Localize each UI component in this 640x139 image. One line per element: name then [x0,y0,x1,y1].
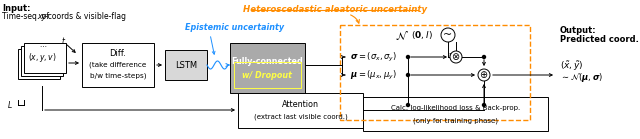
Text: $(\tilde{x}, \tilde{y})$: $(\tilde{x}, \tilde{y})$ [560,59,584,73]
Text: $\boldsymbol{\mu} = (\mu_x, \mu_y)$: $\boldsymbol{\mu} = (\mu_x, \mu_y)$ [350,68,397,82]
Text: LSTM: LSTM [175,60,197,70]
Bar [18,49,60,79]
Circle shape [483,104,486,106]
Text: Heteroscedastic aleatoric uncertainty: Heteroscedastic aleatoric uncertainty [243,5,427,14]
Circle shape [450,51,462,63]
Bar [24,43,66,73]
Bar [230,43,305,93]
Text: (only for training phase): (only for training phase) [413,118,498,124]
Text: Calc. log-likelihood loss & Back-prop.: Calc. log-likelihood loss & Back-prop. [391,105,520,111]
Text: Epistemic uncertainty: Epistemic uncertainty [185,23,284,33]
Text: $(x, y, v)$: $(x, y, v)$ [28,52,56,64]
Bar [82,43,154,87]
Text: $\boldsymbol{\sigma} = (\sigma_x, \sigma_y)$: $\boldsymbol{\sigma} = (\sigma_x, \sigma… [350,50,397,64]
Text: Attention: Attention [282,100,319,109]
Text: Predicted coord.: Predicted coord. [560,35,639,44]
Text: (extract last visible coord.): (extract last visible coord.) [253,113,348,120]
Circle shape [406,104,410,106]
Circle shape [483,55,486,59]
Text: $(\mathbf{0},\mathbf{\mathit{I}})$: $(\mathbf{0},\mathbf{\mathit{I}})$ [411,29,433,41]
Text: $\mathcal{N}$: $\mathcal{N}$ [395,28,409,42]
Bar [165,50,207,80]
Text: (take difference: (take difference [90,62,147,68]
Bar [363,97,548,131]
Text: $\otimes$: $\otimes$ [451,52,461,63]
Text: t: t [61,37,65,45]
Bar [340,25,530,120]
Circle shape [406,74,410,76]
Text: Diff.: Diff. [109,49,127,58]
Text: Time-seq. of: Time-seq. of [2,12,51,21]
Text: $\sim \mathcal{N}(\boldsymbol{\mu}, \boldsymbol{\sigma})$: $\sim \mathcal{N}(\boldsymbol{\mu}, \bol… [560,71,603,85]
Text: L: L [8,100,12,110]
Circle shape [441,28,455,42]
Circle shape [478,69,490,81]
Text: -coords & visible-flag: -coords & visible-flag [45,12,126,21]
Text: xy: xy [37,12,46,21]
Text: $\oplus$: $\oplus$ [479,70,488,80]
Text: Fully-connected: Fully-connected [232,58,303,66]
Text: b/w time-steps): b/w time-steps) [90,73,147,79]
Text: $\cdots$: $\cdots$ [39,42,47,48]
Bar [238,93,363,128]
Bar [21,46,63,76]
Text: Input:: Input: [2,4,31,13]
Text: w/ Dropout: w/ Dropout [243,70,292,80]
Circle shape [406,55,410,59]
Text: ~: ~ [444,30,452,40]
Text: Output:: Output: [560,26,596,35]
